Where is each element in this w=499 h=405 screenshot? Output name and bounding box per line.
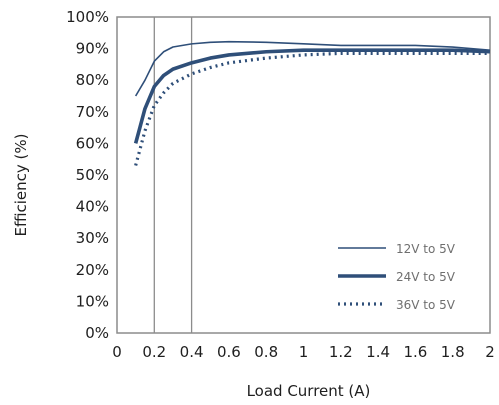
legend-label: 24V to 5V <box>396 270 456 284</box>
y-tick-label: 60% <box>76 134 109 152</box>
legend: 12V to 5V 24V to 5V 36V to 5V <box>338 242 456 312</box>
x-tick-label: 0.2 <box>142 343 166 361</box>
x-axis-title: Load Current (A) <box>247 382 371 400</box>
series-line-thin-solid <box>134 40 491 97</box>
x-tick-label: 1.8 <box>441 343 465 361</box>
x-tick-label: 1.2 <box>329 343 353 361</box>
y-tick-label: 70% <box>76 103 109 121</box>
y-tick-label: 0% <box>85 324 109 342</box>
y-tick-label: 80% <box>76 71 109 89</box>
series-line-thick-solid <box>133 48 491 144</box>
plot-area <box>116 16 491 334</box>
x-tick-label: 1.6 <box>403 343 427 361</box>
grid-layer <box>153 17 193 333</box>
x-tick-label: 0.4 <box>180 343 204 361</box>
y-tick-label: 100% <box>66 8 109 26</box>
y-axis-title: Efficiency (%) <box>12 134 30 237</box>
y-tick-label: 30% <box>76 229 109 247</box>
series-line-dotted <box>134 51 490 166</box>
x-tick-label: 0.8 <box>254 343 278 361</box>
x-tick-label: 1.4 <box>366 343 390 361</box>
y-tick-label: 90% <box>76 40 109 58</box>
y-tick-label: 20% <box>76 261 109 279</box>
series-layer <box>133 40 491 166</box>
x-tick-label: 0 <box>112 343 122 361</box>
y-tick-label: 50% <box>76 166 109 184</box>
y-tick-labels: 0% 10% 20% 30% 40% 50% 60% 70% 80% 90% 100% <box>66 8 109 342</box>
x-tick-label: 2 <box>485 343 495 361</box>
y-tick-label: 40% <box>76 198 109 216</box>
y-tick-label: 10% <box>76 292 109 310</box>
legend-label: 12V to 5V <box>396 242 456 256</box>
x-tick-label: 1 <box>299 343 309 361</box>
legend-label: 36V to 5V <box>396 298 456 312</box>
x-tick-label: 0.6 <box>217 343 241 361</box>
x-tick-labels: 0 0.2 0.4 0.6 0.8 1 1.2 1.4 1.6 1.8 2 <box>112 343 495 361</box>
